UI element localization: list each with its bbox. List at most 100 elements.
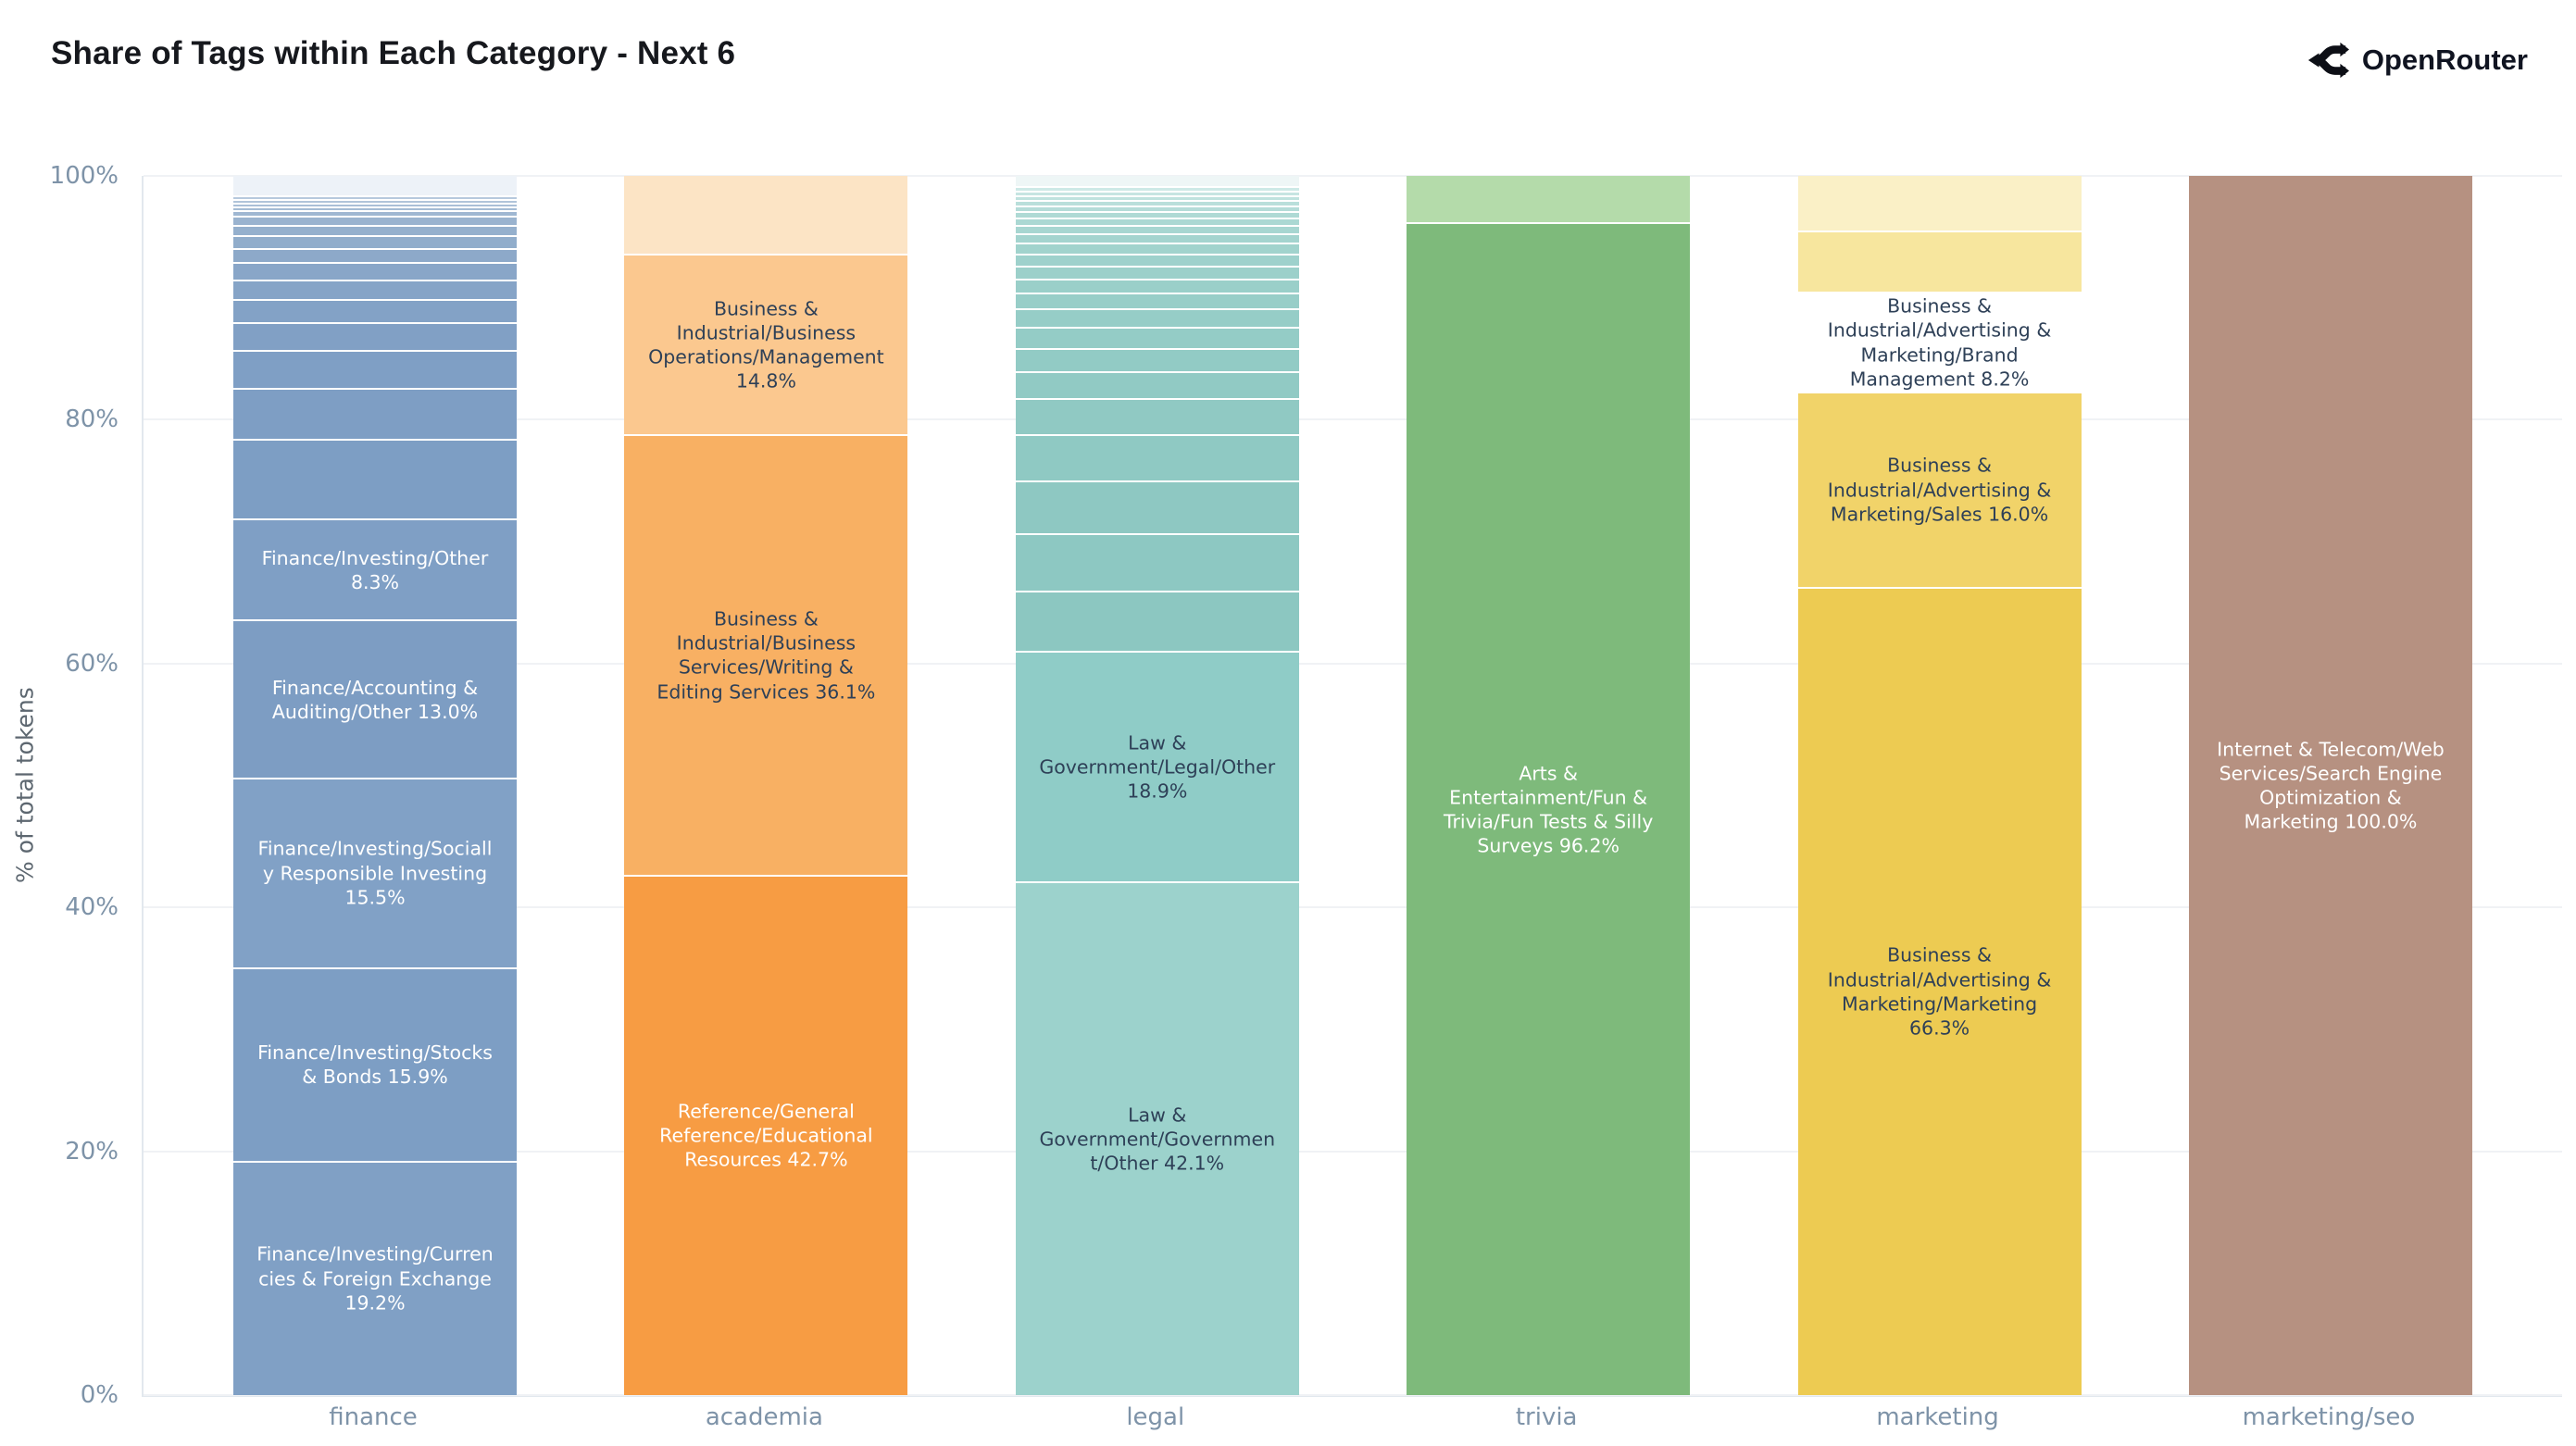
segment-label: Finance/Accounting & Auditing/Other 13.0… <box>271 676 479 723</box>
bar-legal[interactable]: Law & Government/Legal/Other 18.9% Law & … <box>1015 176 1299 1395</box>
segment-label: Business & Industrial/Business Services/… <box>657 607 876 704</box>
bar-finance[interactable]: Finance/Investing/Other 8.3% Finance/Acco… <box>233 176 517 1395</box>
x-tick-label-marketing-seo: marketing/seo <box>2242 1403 2416 1431</box>
segment[interactable] <box>1015 217 1299 225</box>
segment[interactable] <box>233 321 517 351</box>
segment[interactable]: Business & Industrial/Advertising & Mark… <box>1797 392 2082 587</box>
segment[interactable] <box>1015 195 1299 201</box>
segment[interactable] <box>233 279 517 299</box>
segment[interactable]: Finance/Investing/Currencies & Foreign E… <box>233 1160 517 1395</box>
segment[interactable] <box>1015 532 1299 591</box>
gridline <box>144 175 2562 177</box>
segment[interactable] <box>1407 176 1691 223</box>
segment[interactable] <box>233 350 517 389</box>
segment-label: Finance/Investing/Currencies & Foreign E… <box>256 1243 494 1315</box>
segment[interactable] <box>233 388 517 440</box>
segment[interactable] <box>233 199 517 203</box>
bar-marketing[interactable]: Business & Industrial/Advertising & Mark… <box>1797 176 2082 1395</box>
segment[interactable] <box>1015 176 1299 186</box>
segment-label: Finance/Investing/Other 8.3% <box>261 546 489 593</box>
segment[interactable] <box>624 176 908 255</box>
bars-container: Finance/Investing/Other 8.3% Finance/Acco… <box>144 176 2562 1395</box>
x-tick-label-trivia: trivia <box>1515 1403 1578 1431</box>
segment[interactable] <box>1015 590 1299 652</box>
segment-label: Business & Industrial/Advertising & Mark… <box>1827 294 2052 391</box>
segment[interactable] <box>233 439 517 518</box>
openrouter-wordmark: OpenRouter <box>2361 44 2528 76</box>
segment[interactable]: Law & Government/Legal/Other 18.9% <box>1015 651 1299 882</box>
segment[interactable]: Reference/General Reference/Educational … <box>624 874 908 1395</box>
segment-label: Business & Industrial/Business Operation… <box>648 297 884 393</box>
segment[interactable]: Business & Industrial/Business Services/… <box>624 434 908 875</box>
segment[interactable] <box>233 206 517 210</box>
gridline <box>144 906 2562 909</box>
plot-area: Finance/Investing/Other 8.3% Finance/Acco… <box>142 175 2562 1397</box>
segment[interactable]: Finance/Investing/Socially Responsible I… <box>233 778 517 967</box>
segment[interactable] <box>1015 347 1299 371</box>
bar-marketing-seo[interactable]: Internet & Telecom/Web Services/Search E… <box>2188 176 2472 1395</box>
segment[interactable] <box>233 176 517 196</box>
gridline <box>144 1150 2562 1153</box>
segment[interactable]: Finance/Investing/Other 8.3% <box>233 517 517 620</box>
segment[interactable] <box>1015 266 1299 279</box>
segment-label: Finance/Investing/Stocks & Bonds 15.9% <box>257 1041 493 1089</box>
segment[interactable] <box>1015 480 1299 533</box>
bar-trivia[interactable]: Arts & Entertainment/Fun & Trivia/Fun Te… <box>1407 176 1691 1395</box>
y-tick-label: 40% <box>65 893 119 922</box>
y-tick-label: 80% <box>65 405 119 434</box>
page-title: Share of Tags within Each Category - Nex… <box>51 35 736 71</box>
y-tick-label: 0% <box>80 1381 119 1409</box>
segment[interactable] <box>1015 205 1299 212</box>
bar-academia[interactable]: Business & Industrial/Business Operation… <box>624 176 908 1395</box>
segment[interactable] <box>1015 185 1299 191</box>
segment-label: Reference/General Reference/Educational … <box>659 1100 873 1171</box>
segment[interactable] <box>1015 370 1299 398</box>
segment[interactable]: Business & Industrial/Advertising & Mark… <box>1797 586 2082 1395</box>
segment[interactable]: Law & Government/Government/Other 42.1% <box>1015 881 1299 1395</box>
x-tick-label-legal: legal <box>1126 1403 1185 1431</box>
segment[interactable] <box>1797 231 2082 293</box>
segment[interactable] <box>1015 224 1299 233</box>
segment[interactable] <box>1015 211 1299 218</box>
gridline <box>144 1394 2562 1396</box>
x-axis: finance academia legal trivia marketing marke… <box>142 1403 2560 1431</box>
segment[interactable] <box>1015 243 1299 255</box>
gridline <box>144 418 2562 421</box>
segment[interactable] <box>1015 308 1299 328</box>
segment[interactable]: Business & Industrial/Business Operation… <box>624 254 908 435</box>
gridline <box>144 662 2562 665</box>
segment[interactable] <box>233 224 517 236</box>
segment[interactable] <box>1015 397 1299 435</box>
y-tick-label: 60% <box>65 649 119 678</box>
segment[interactable] <box>233 216 517 225</box>
segment[interactable]: Internet & Telecom/Web Services/Search E… <box>2188 176 2472 1395</box>
x-tick-label-marketing: marketing <box>1876 1403 1999 1431</box>
segment[interactable]: Finance/Accounting & Auditing/Other 13.0… <box>233 619 517 779</box>
segment-label: Law & Government/Government/Other 42.1% <box>1039 1103 1276 1175</box>
segment[interactable] <box>233 209 517 217</box>
segment[interactable] <box>233 195 517 199</box>
openrouter-logo[interactable]: OpenRouter <box>2307 39 2528 81</box>
segment[interactable] <box>1015 254 1299 267</box>
x-tick-label-finance: finance <box>329 1403 418 1431</box>
segment[interactable]: Business & Industrial/Advertising & Mark… <box>1797 292 2082 392</box>
segment[interactable] <box>1015 293 1299 309</box>
segment[interactable] <box>1015 232 1299 243</box>
y-axis: 0% 20% 40% 60% 80% 100% <box>0 162 130 1409</box>
segment[interactable] <box>233 247 517 263</box>
segment[interactable] <box>1015 434 1299 481</box>
segment[interactable]: Finance/Investing/Stocks & Bonds 15.9% <box>233 966 517 1161</box>
segment[interactable] <box>1015 327 1299 348</box>
segment[interactable] <box>233 262 517 280</box>
segment[interactable] <box>233 202 517 206</box>
segment[interactable] <box>1015 190 1299 196</box>
segment[interactable] <box>1797 176 2082 231</box>
y-tick-label: 20% <box>65 1137 119 1166</box>
segment-label: Law & Government/Legal/Other 18.9% <box>1039 731 1276 804</box>
segment[interactable] <box>1015 200 1299 206</box>
segment[interactable] <box>233 298 517 322</box>
segment[interactable] <box>1015 278 1299 293</box>
segment[interactable]: Arts & Entertainment/Fun & Trivia/Fun Te… <box>1407 222 1691 1395</box>
segment[interactable] <box>233 235 517 248</box>
